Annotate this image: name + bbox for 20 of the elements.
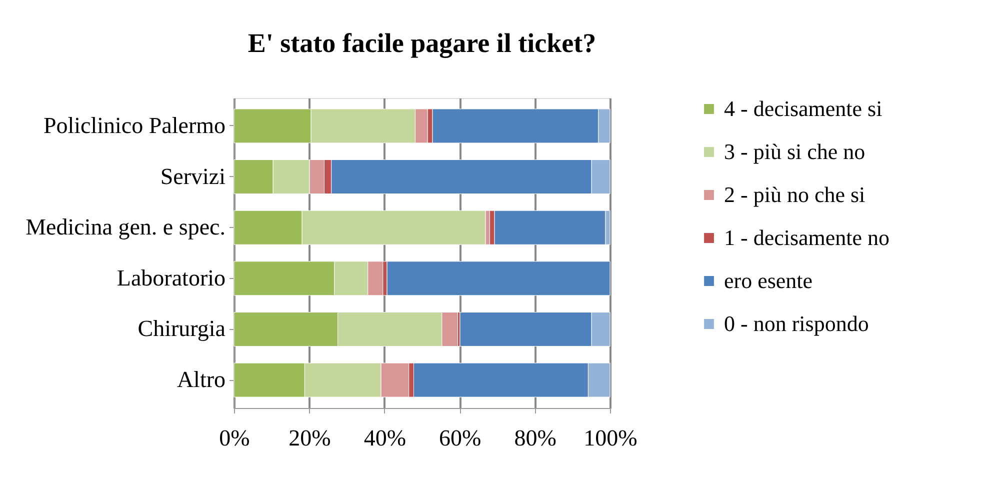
x-tick-label: 20%: [288, 426, 331, 450]
y-tick-label: Policlinico Palermo: [43, 112, 226, 138]
y-tick-label: Chirurgia: [138, 316, 226, 342]
y-tick-label: Servizi: [160, 164, 226, 189]
x-tick-label: 80%: [514, 426, 556, 450]
legend-label: 0 - non rispondo: [724, 311, 869, 336]
x-tick-label: 100%: [584, 426, 638, 450]
x-tick-label: 40%: [364, 426, 406, 450]
chart-title: E' stato facile pagare il ticket?: [248, 28, 596, 58]
legend-label: 2 - più no che si: [724, 182, 866, 207]
y-tick-label: Laboratorio: [116, 265, 226, 290]
legend-label: 1 - decisamente no: [724, 225, 890, 250]
y-tick-label: Altro: [176, 367, 226, 392]
legend-label: 4 - decisamente si: [724, 96, 882, 121]
legend-label: 3 - più si che no: [724, 139, 866, 164]
legend-label: ero esente: [724, 268, 813, 293]
y-tick-label: Medicina gen. e spec.: [26, 214, 226, 240]
x-tick-label: 60%: [439, 426, 482, 450]
x-tick-label: 0%: [219, 426, 250, 450]
bar: [386, 261, 610, 296]
